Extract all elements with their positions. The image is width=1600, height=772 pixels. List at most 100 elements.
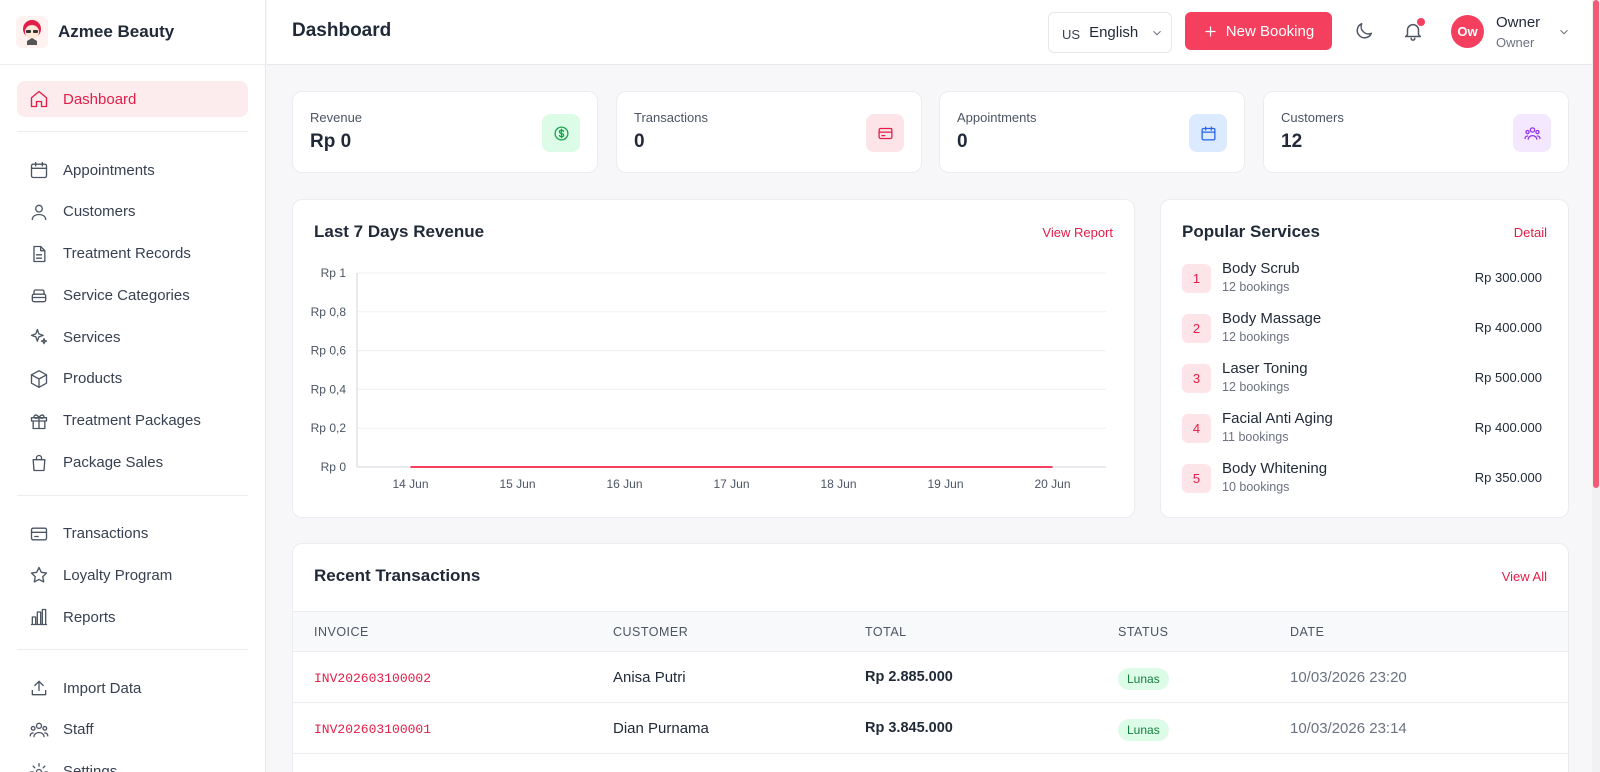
customer-name: Anisa Putri: [613, 669, 686, 686]
x-tick-label: 16 Jun: [606, 477, 642, 491]
upload-icon: [31, 680, 47, 696]
customer-name: Dian Purnama: [613, 720, 709, 737]
sidebar-item-dashboard[interactable]: Dashboard: [17, 81, 248, 117]
star-icon: [30, 567, 48, 583]
invoice-link[interactable]: INV202603100001: [314, 722, 432, 737]
service-price: Rp 350.000: [1474, 470, 1542, 485]
gift-icon: [30, 414, 48, 429]
service-name: Body Scrub: [1222, 260, 1300, 277]
sidebar-item-services[interactable]: Services: [17, 319, 248, 355]
transaction-total: Rp 2.885.000: [865, 669, 953, 685]
sidebar-item-appointments[interactable]: Appointments: [17, 152, 248, 188]
revenue-chart-panel: Last 7 Days Revenue View Report Rp 0 Rp 0…: [292, 199, 1135, 518]
y-tick-label: Rp 0,4: [311, 382, 347, 396]
service-item[interactable]: 3 Laser Toning 12 bookings Rp 500.000: [1182, 360, 1542, 396]
sidebar-item-reports[interactable]: Reports: [17, 599, 248, 635]
table-row[interactable]: INV202603100001 Dian Purnama Rp 3.845.00…: [293, 703, 1568, 754]
stat-label: Transactions: [634, 110, 708, 125]
column-header-invoice: INVOICE: [314, 625, 369, 639]
service-name: Body Whitening: [1222, 460, 1328, 477]
service-item[interactable]: 5 Body Whitening 10 bookings Rp 350.000: [1182, 460, 1542, 496]
page-scrollbar[interactable]: [1592, 0, 1600, 772]
team-icon: [29, 722, 49, 738]
stat-value: 0: [957, 131, 968, 152]
invoice-link[interactable]: INV202603100002: [314, 671, 432, 686]
language-label: English: [1089, 24, 1139, 41]
gear-icon: [30, 762, 48, 772]
scrollbar-thumb[interactable]: [1593, 0, 1599, 488]
sidebar: Azmee Beauty Dashboard Appointments Cust…: [0, 0, 266, 772]
y-tick-label: Rp 0,2: [311, 421, 347, 435]
service-rank: 5: [1182, 464, 1211, 493]
service-rank: 4: [1182, 414, 1211, 443]
sidebar-item-label: Treatment Records: [63, 245, 191, 263]
service-price: Rp 300.000: [1474, 270, 1542, 285]
stat-label: Revenue: [310, 110, 363, 125]
service-name: Body Massage: [1222, 310, 1322, 327]
sidebar-item-products[interactable]: Products: [17, 361, 248, 397]
sidebar-item-treatment-packages[interactable]: Treatment Packages: [17, 403, 248, 439]
transaction-date: 10/03/2026 23:14: [1290, 720, 1407, 737]
language-selector[interactable]: US English: [1048, 12, 1172, 53]
sidebar-item-label: Treatment Packages: [63, 412, 201, 430]
sidebar-divider: [17, 649, 248, 651]
recent-transactions-title: Recent Transactions: [314, 566, 481, 585]
notifications-button[interactable]: [1402, 18, 1425, 42]
sidebar-item-label: Dashboard: [63, 90, 137, 108]
brand[interactable]: Azmee Beauty: [0, 0, 265, 65]
stat-label: Customers: [1281, 110, 1344, 125]
sidebar-item-transactions[interactable]: Transactions: [17, 516, 248, 552]
sidebar-divider: [17, 494, 248, 496]
avatar[interactable]: Ow: [1451, 15, 1484, 48]
sidebar-item-package-sales[interactable]: Package Sales: [17, 445, 248, 481]
sidebar-item-treatment-records[interactable]: Treatment Records: [17, 236, 248, 272]
sidebar-item-label: Customers: [63, 203, 136, 221]
dark-mode-toggle[interactable]: [1353, 20, 1375, 42]
user-role: Owner: [1496, 35, 1535, 50]
sidebar-item-settings[interactable]: Settings: [17, 754, 248, 772]
chevron-down-icon[interactable]: [1557, 25, 1571, 39]
service-bookings: 12 bookings: [1222, 330, 1290, 344]
service-rank: 1: [1182, 264, 1211, 293]
shopping-bag-icon: [32, 454, 46, 471]
us-flag-icon: US: [1062, 26, 1081, 42]
table-row[interactable]: INV202603100002 Anisa Putri Rp 2.885.000…: [293, 652, 1568, 703]
sidebar-item-customers[interactable]: Customers: [17, 194, 248, 230]
x-tick-label: 17 Jun: [713, 477, 749, 491]
home-icon: [30, 90, 48, 108]
moon-icon: [1356, 22, 1373, 39]
x-tick-label: 18 Jun: [820, 477, 856, 491]
detail-link[interactable]: Detail: [1513, 225, 1547, 240]
x-tick-label: 19 Jun: [927, 477, 963, 491]
stat-card-revenue: Revenue Rp 0: [292, 91, 598, 173]
status-badge: Lunas: [1118, 668, 1169, 690]
credit-card-icon: [30, 527, 48, 541]
user-name[interactable]: Owner: [1496, 14, 1541, 31]
service-item[interactable]: 4 Facial Anti Aging 11 bookings Rp 400.0…: [1182, 410, 1542, 446]
service-name: Laser Toning: [1222, 360, 1308, 377]
sidebar-item-label: Reports: [63, 608, 116, 626]
calendar-icon: [1189, 114, 1227, 152]
sidebar-nav: Dashboard Appointments Customers Treatme…: [0, 65, 265, 772]
service-rank: 2: [1182, 314, 1211, 343]
calendar-icon: [30, 161, 48, 179]
column-header-customer: CUSTOMER: [613, 625, 689, 639]
new-booking-button[interactable]: New Booking: [1185, 12, 1332, 50]
y-tick-label: Rp 0,8: [311, 305, 347, 319]
popular-services-panel: Popular Services Detail 1 Body Scrub 12 …: [1160, 199, 1569, 518]
sidebar-item-service-categories[interactable]: Service Categories: [17, 277, 248, 313]
service-item[interactable]: 1 Body Scrub 12 bookings Rp 300.000: [1182, 260, 1542, 296]
dollar-icon: [542, 114, 580, 152]
service-item[interactable]: 2 Body Massage 12 bookings Rp 400.000: [1182, 310, 1542, 346]
sidebar-item-loyalty-program[interactable]: Loyalty Program: [17, 557, 248, 593]
view-all-link[interactable]: View All: [1501, 569, 1547, 584]
sidebar-item-import-data[interactable]: Import Data: [17, 670, 248, 706]
stat-value: 0: [634, 131, 645, 152]
sidebar-item-staff[interactable]: Staff: [17, 712, 248, 748]
sidebar-item-label: Service Categories: [63, 286, 190, 304]
brand-name: Azmee Beauty: [58, 22, 175, 41]
view-report-link[interactable]: View Report: [1042, 225, 1113, 240]
service-price: Rp 400.000: [1474, 320, 1542, 335]
users-icon: [31, 204, 47, 220]
service-name: Facial Anti Aging: [1222, 410, 1333, 427]
